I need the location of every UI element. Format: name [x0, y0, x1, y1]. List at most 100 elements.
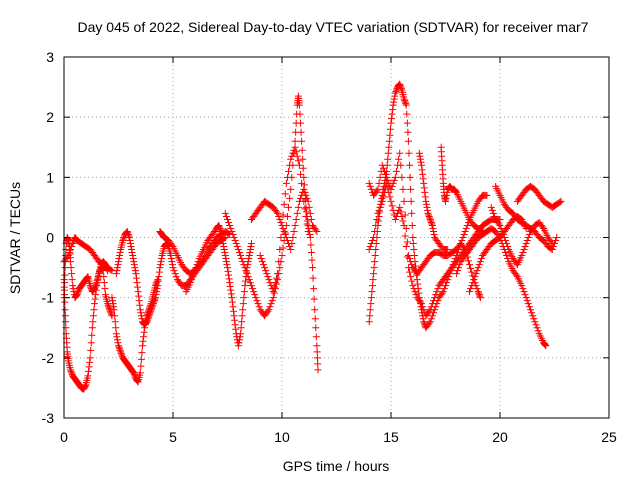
data-point [428, 221, 436, 229]
data-point [234, 246, 242, 254]
x-tick-label: 20 [492, 429, 508, 445]
data-point [72, 292, 80, 300]
data-point [221, 252, 229, 260]
data-point [129, 252, 137, 260]
data-point [230, 234, 238, 241]
data-point [376, 173, 384, 181]
data-point [92, 280, 100, 288]
data-point [453, 249, 461, 257]
data-point [389, 106, 397, 114]
data-point [217, 227, 225, 235]
data-point [237, 252, 245, 260]
data-point [126, 240, 134, 248]
data-point [305, 203, 313, 211]
data-point [404, 137, 412, 145]
data-point [67, 246, 75, 254]
data-point [428, 220, 436, 228]
data-point [518, 252, 526, 260]
data-point [247, 243, 255, 251]
data-point [241, 264, 249, 272]
data-point [115, 258, 122, 266]
data-point [421, 188, 429, 196]
data-point [409, 234, 417, 241]
data-point [283, 237, 291, 245]
data-point [424, 209, 432, 217]
data-point [530, 315, 538, 323]
data-point [113, 264, 121, 272]
x-tick-label: 5 [169, 429, 177, 445]
data-point [226, 221, 234, 229]
data-point [227, 286, 235, 294]
data-point [366, 306, 374, 314]
series-track-m [365, 179, 491, 320]
data-point [313, 227, 321, 235]
data-point [110, 306, 118, 314]
data-point [425, 307, 433, 315]
data-point [287, 246, 295, 254]
data-point [391, 92, 399, 100]
y-tick-label: 0 [46, 230, 54, 246]
data-point [430, 297, 438, 305]
data-point [139, 337, 147, 345]
data-point [118, 351, 126, 359]
data-point [525, 230, 533, 238]
data-point [266, 303, 274, 311]
data-point [520, 288, 528, 296]
data-point [254, 300, 262, 308]
data-point [549, 243, 557, 251]
data-point [235, 339, 243, 347]
data-point [388, 110, 396, 118]
data-point [410, 285, 418, 293]
data-point [420, 306, 428, 314]
data-point [112, 270, 120, 278]
data-point [299, 164, 307, 172]
data-point [293, 152, 301, 160]
data-point [452, 252, 460, 260]
data-point [367, 240, 375, 248]
data-point [528, 309, 536, 317]
data-point [473, 285, 481, 293]
data-point [522, 224, 530, 232]
data-point [145, 312, 153, 320]
data-point [215, 223, 223, 231]
data-point [424, 206, 432, 214]
data-point [306, 209, 314, 217]
data-point [296, 110, 304, 118]
data-point [295, 161, 303, 169]
data-point [406, 161, 414, 169]
data-point [298, 146, 306, 154]
data-point [305, 224, 313, 232]
data-point [541, 341, 549, 349]
data-point [243, 268, 251, 276]
data-point [291, 221, 299, 229]
data-point [442, 194, 450, 202]
data-point [186, 279, 194, 287]
data-point [303, 208, 311, 216]
y-axis-label: SDTVAR / TECUs [7, 182, 23, 294]
data-point [371, 227, 379, 235]
data-point [148, 303, 156, 311]
x-tick-label: 15 [383, 429, 399, 445]
data-point [137, 312, 145, 320]
data-point [228, 298, 236, 306]
data-point [447, 265, 455, 273]
data-point [148, 304, 156, 312]
data-point [151, 295, 159, 303]
data-point [232, 325, 240, 333]
data-point [431, 294, 439, 302]
data-point [476, 294, 484, 302]
data-point [270, 289, 278, 297]
data-point [313, 354, 321, 362]
data-point [529, 312, 537, 320]
data-point [304, 227, 312, 235]
data-point [267, 282, 275, 290]
data-point [428, 300, 436, 308]
data-point [109, 300, 117, 308]
data-point [74, 289, 82, 297]
data-point [556, 198, 564, 206]
data-point [548, 246, 556, 254]
data-point [113, 336, 121, 344]
data-point [451, 255, 459, 263]
data-point [228, 227, 236, 235]
data-point [115, 342, 122, 350]
